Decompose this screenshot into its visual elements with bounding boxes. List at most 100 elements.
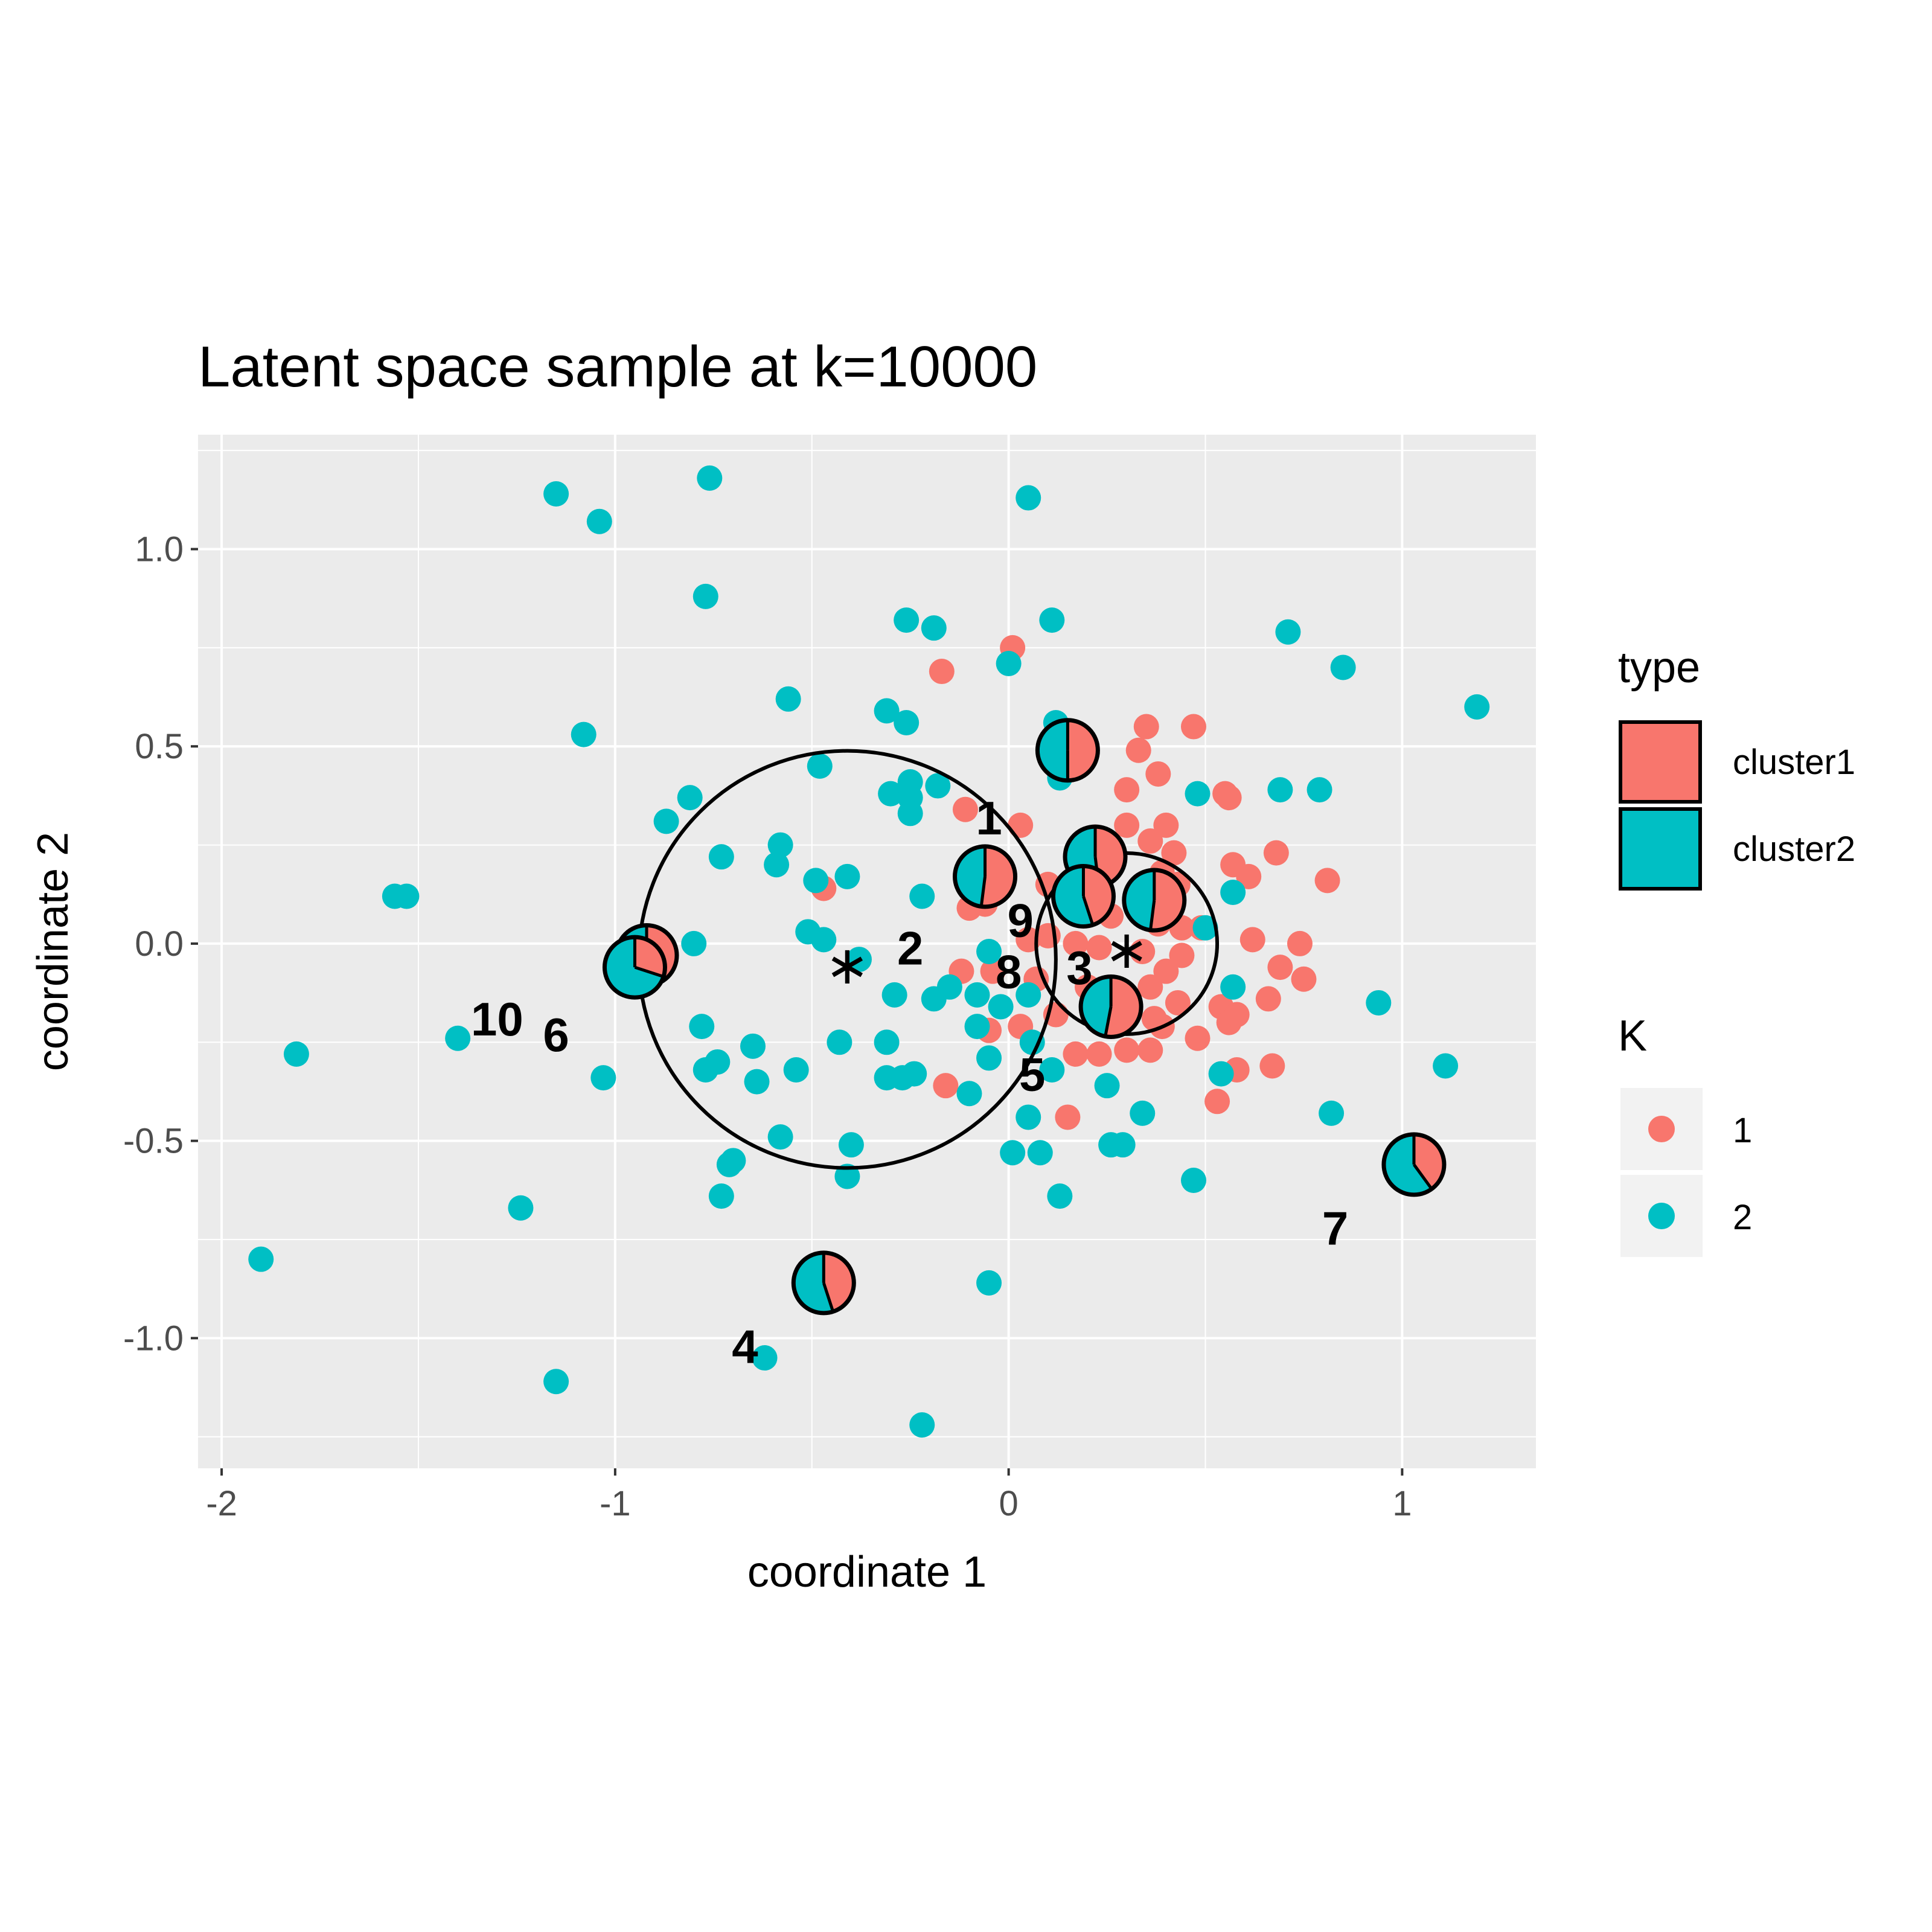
data-points bbox=[248, 465, 1490, 1438]
data-point-k2 bbox=[590, 1065, 616, 1091]
data-point-k1 bbox=[1086, 1041, 1112, 1067]
x-tick-label: 0 bbox=[999, 1484, 1019, 1523]
pie-slice-cluster1 bbox=[1083, 866, 1114, 926]
data-point-k2 bbox=[775, 686, 801, 712]
pie-marker bbox=[791, 1250, 856, 1316]
pie-slice-cluster1 bbox=[1067, 720, 1098, 781]
pie-outline bbox=[1122, 868, 1187, 933]
data-point-k1 bbox=[1114, 1037, 1140, 1063]
y-tick-label: -0.5 bbox=[123, 1122, 184, 1161]
data-point-k2 bbox=[1019, 1029, 1045, 1055]
data-point-k2 bbox=[708, 844, 734, 870]
data-point-k2 bbox=[881, 982, 907, 1008]
x-tick-label: -2 bbox=[206, 1484, 237, 1523]
data-point-k2 bbox=[1464, 694, 1490, 720]
data-point-k2 bbox=[1027, 1140, 1053, 1166]
data-point-k2 bbox=[752, 1345, 778, 1371]
data-point-k2 bbox=[874, 1029, 900, 1055]
data-point-k1 bbox=[1239, 927, 1265, 953]
legend-type: type cluster1 cluster2 bbox=[1618, 644, 1855, 891]
pie-markers bbox=[602, 718, 1447, 1316]
data-point-k2 bbox=[1319, 1100, 1345, 1126]
data-point-k2 bbox=[681, 930, 707, 956]
legend-k-title: K bbox=[1618, 1012, 1647, 1060]
data-point-k2 bbox=[677, 785, 703, 811]
data-point-k1 bbox=[1063, 1041, 1089, 1067]
pie-marker bbox=[1051, 864, 1116, 929]
data-point-k2 bbox=[1220, 974, 1246, 1000]
cluster-label: 6 bbox=[543, 1008, 569, 1061]
legend-type-title: type bbox=[1618, 644, 1700, 692]
data-point-k2 bbox=[894, 710, 920, 736]
data-point-k2 bbox=[1220, 879, 1246, 905]
pie-outline bbox=[791, 1250, 856, 1316]
cluster-label: 4 bbox=[732, 1320, 758, 1373]
data-point-k2 bbox=[925, 773, 951, 799]
pie-divider bbox=[1412, 1163, 1433, 1190]
data-point-k1 bbox=[1114, 777, 1140, 803]
cluster-labels: 1 2 3 4 5 6 7 89 10 bbox=[471, 792, 1348, 1374]
pie-outline bbox=[1035, 718, 1100, 783]
data-point-k2 bbox=[909, 883, 935, 909]
data-point-k1 bbox=[1224, 1002, 1250, 1028]
pie-marker bbox=[1381, 1132, 1447, 1197]
data-point-k2 bbox=[901, 1061, 927, 1087]
legend-label-k2: 2 bbox=[1733, 1198, 1752, 1237]
data-point-k2 bbox=[838, 1132, 864, 1158]
data-point-k1 bbox=[1063, 930, 1089, 956]
data-point-k2 bbox=[976, 939, 1002, 964]
data-point-k2 bbox=[807, 753, 833, 779]
y-tick-label: 0.0 bbox=[135, 924, 184, 964]
data-point-k2 bbox=[909, 1412, 935, 1438]
data-point-k1 bbox=[1236, 863, 1262, 889]
data-point-k1 bbox=[1255, 986, 1281, 1012]
legend-key-k2 bbox=[1648, 1203, 1675, 1229]
data-point-k1 bbox=[1204, 1089, 1230, 1115]
data-point-k2 bbox=[1180, 1167, 1206, 1193]
pie-divider bbox=[822, 1282, 835, 1313]
data-point-k2 bbox=[897, 801, 923, 827]
data-point-k2 bbox=[1130, 1100, 1156, 1126]
data-point-k1 bbox=[1055, 1104, 1081, 1130]
data-point-k2 bbox=[1000, 1140, 1026, 1166]
legend-label-k1: 1 bbox=[1733, 1111, 1752, 1150]
data-point-k2 bbox=[1433, 1053, 1459, 1079]
cluster-center-marker: ∗ bbox=[825, 935, 870, 995]
data-point-k2 bbox=[964, 982, 990, 1008]
data-point-k2 bbox=[1185, 781, 1211, 807]
data-point-k2 bbox=[827, 1029, 852, 1055]
pie-divider bbox=[634, 965, 664, 978]
data-point-k2 bbox=[1192, 915, 1218, 941]
x-axis-label: coordinate 1 bbox=[747, 1548, 987, 1596]
pie-outline bbox=[602, 935, 667, 1000]
data-point-k1 bbox=[952, 796, 978, 822]
data-point-k2 bbox=[811, 927, 837, 953]
pie-outline bbox=[1051, 864, 1116, 929]
y-tick-label: -1.0 bbox=[123, 1319, 184, 1358]
legend-key-k1 bbox=[1648, 1116, 1675, 1142]
data-point-k2 bbox=[964, 1014, 990, 1040]
pie-slice-cluster1 bbox=[1413, 1134, 1444, 1189]
cluster-label: 2 bbox=[897, 921, 923, 974]
data-point-k1 bbox=[1287, 930, 1313, 956]
data-point-k1 bbox=[1180, 714, 1206, 740]
pie-divider bbox=[1104, 1006, 1113, 1037]
data-point-k1 bbox=[1216, 785, 1242, 811]
pie-divider bbox=[1082, 895, 1095, 926]
data-point-k2 bbox=[936, 974, 962, 1000]
data-point-k2 bbox=[874, 698, 900, 724]
data-point-k1 bbox=[1263, 840, 1289, 866]
data-point-k2 bbox=[705, 1049, 731, 1075]
pie-slice-cluster1 bbox=[1105, 976, 1142, 1037]
data-point-k1 bbox=[1153, 812, 1179, 838]
cluster-label: 7 bbox=[1322, 1201, 1348, 1255]
data-point-k1 bbox=[933, 1073, 959, 1099]
data-point-k1 bbox=[1137, 828, 1163, 854]
data-point-k2 bbox=[803, 868, 829, 894]
data-point-k2 bbox=[740, 1033, 766, 1059]
data-point-k2 bbox=[764, 852, 790, 878]
data-point-k2 bbox=[1016, 485, 1041, 511]
data-point-k2 bbox=[571, 721, 597, 747]
pie-marker bbox=[1078, 974, 1144, 1039]
data-point-k1 bbox=[1137, 974, 1163, 1000]
